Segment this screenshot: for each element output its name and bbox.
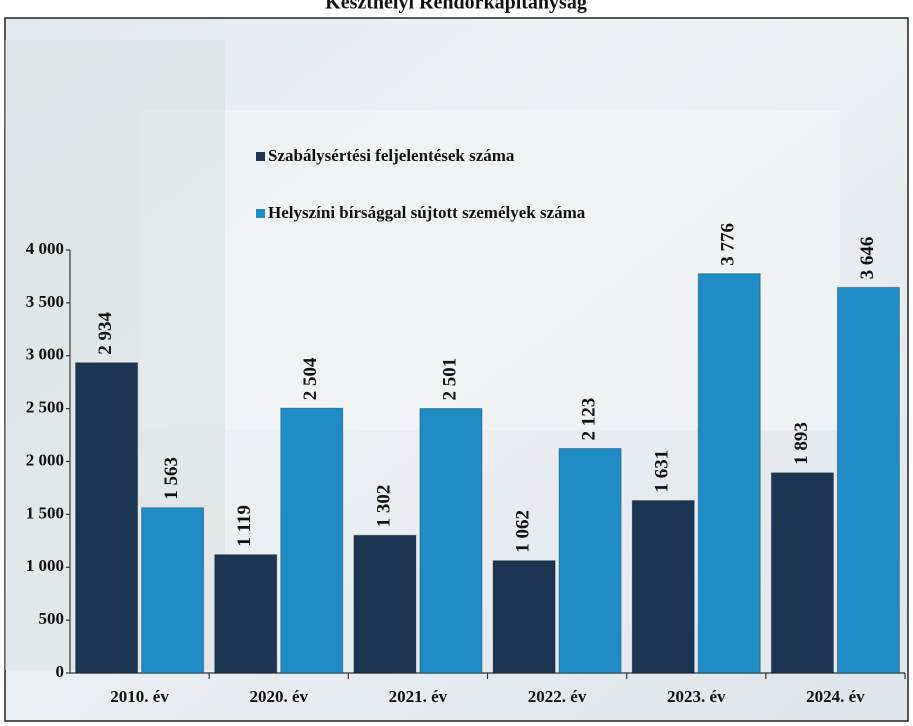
value-label: 1 631 — [652, 450, 673, 493]
bar — [141, 507, 205, 674]
bar — [214, 554, 278, 674]
bar — [419, 408, 483, 674]
value-label: 2 501 — [439, 358, 460, 401]
value-label: 2 934 — [95, 311, 116, 354]
value-label: 3 646 — [857, 237, 878, 280]
y-tick-label: 1 500 — [26, 503, 64, 522]
x-tick-label: 2022. év — [528, 687, 587, 706]
x-tick-label: 2023. év — [667, 687, 726, 706]
value-label: 2 123 — [578, 398, 599, 441]
x-tick-label: 2024. év — [806, 687, 865, 706]
x-tick-label: 2021. év — [389, 687, 448, 706]
bar — [492, 560, 556, 674]
bar — [280, 407, 344, 674]
y-tick-label: 0 — [56, 662, 65, 681]
bar — [631, 500, 695, 674]
value-label: 1 893 — [791, 422, 812, 465]
value-label: 1 302 — [373, 485, 394, 528]
value-label: 1 563 — [161, 457, 182, 500]
legend-label: Helyszíni bírsággal sújtott személyek sz… — [268, 203, 586, 222]
y-tick-label: 500 — [39, 609, 65, 628]
y-tick-label: 2 000 — [26, 450, 64, 469]
y-tick-label: 4 000 — [26, 239, 64, 258]
bar — [353, 534, 417, 674]
chart-title: Keszthelyi Rendőrkapitányság — [325, 0, 587, 14]
y-tick-label: 3 000 — [26, 345, 64, 364]
bar — [697, 273, 761, 674]
value-label: 2 504 — [300, 357, 321, 400]
bar — [770, 472, 834, 674]
y-tick-label: 2 500 — [26, 398, 64, 417]
bar — [558, 447, 622, 674]
x-tick-label: 2020. év — [249, 687, 308, 706]
y-tick-label: 1 000 — [26, 556, 64, 575]
value-label: 3 776 — [718, 223, 739, 266]
bar — [836, 286, 900, 674]
x-tick-label: 2010. év — [110, 687, 169, 706]
legend-swatch — [256, 152, 265, 161]
value-label: 1 119 — [234, 505, 255, 547]
bar — [75, 362, 139, 674]
legend-swatch — [256, 209, 265, 218]
value-label: 1 062 — [512, 510, 533, 553]
legend-label: Szabálysértési feljelentések száma — [268, 146, 515, 165]
y-tick-label: 3 500 — [26, 292, 64, 311]
